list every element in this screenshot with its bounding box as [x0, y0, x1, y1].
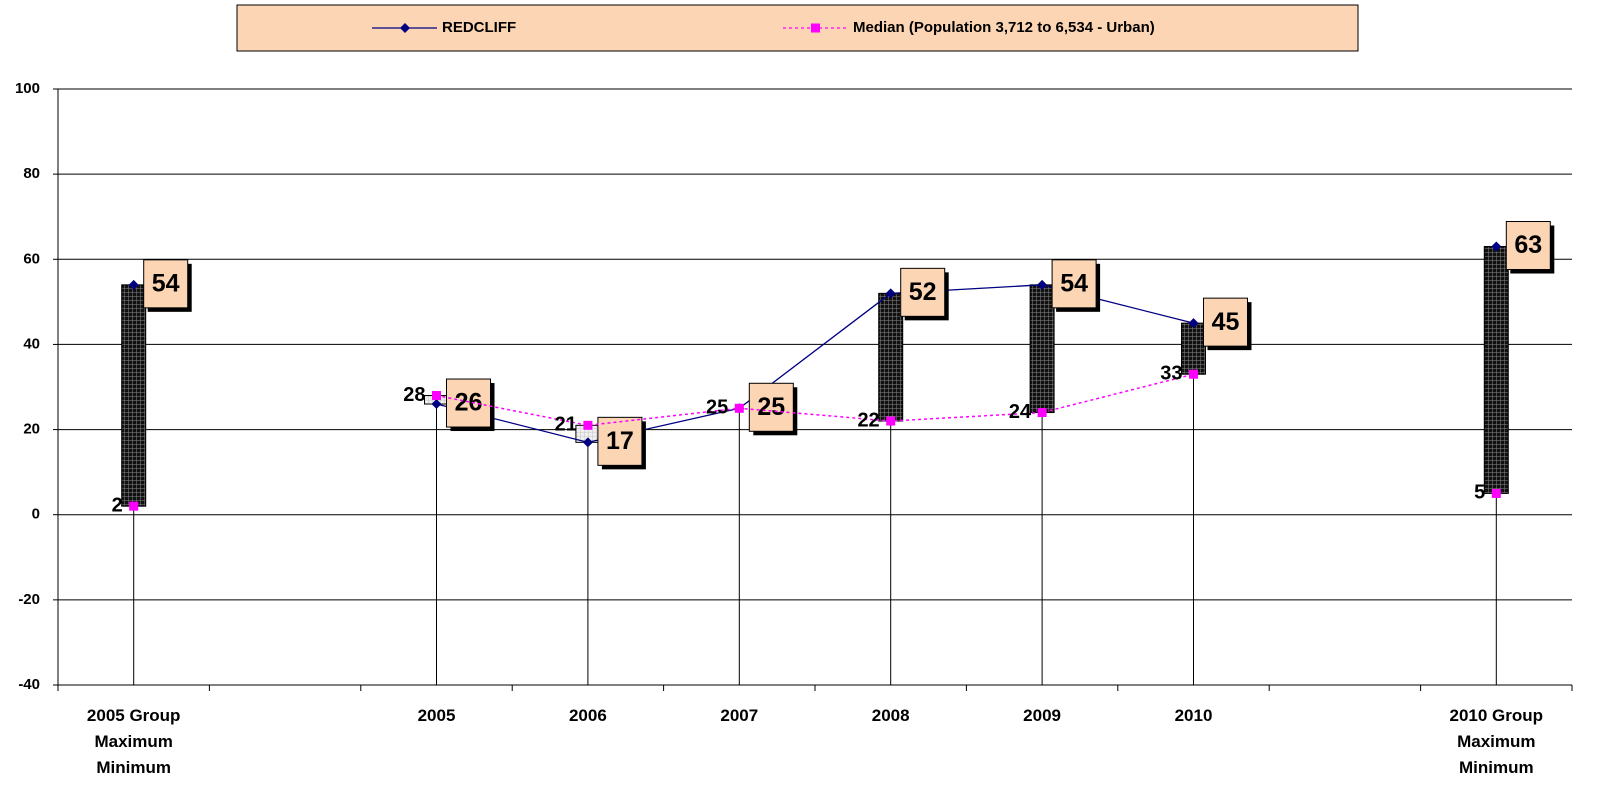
data-label: 54: [152, 269, 180, 297]
y-tick-label: -40: [18, 676, 40, 693]
data-label: 5: [1474, 482, 1485, 504]
marker-square: [432, 391, 441, 401]
legend-marker: [811, 23, 820, 33]
data-label: 33: [1160, 363, 1182, 385]
marker-diamond: [128, 279, 139, 290]
data-label: 24: [1009, 401, 1032, 423]
marker-diamond: [1188, 318, 1199, 329]
marker-square: [129, 501, 139, 511]
x-tick-label: 2008: [871, 706, 910, 725]
marker-square: [1491, 488, 1501, 498]
marker-diamond: [1491, 241, 1502, 252]
y-tick-label: 80: [23, 165, 40, 182]
series-line: [436, 373, 1194, 427]
x-tick-label: 2007: [720, 706, 759, 725]
label-box: [143, 259, 189, 309]
label-box: [1051, 259, 1097, 309]
data-label: 17: [606, 427, 634, 455]
x-tick-label: 2009: [1023, 706, 1061, 725]
data-label: 2: [112, 494, 123, 516]
label-box: [446, 378, 491, 428]
marker-square: [886, 416, 896, 426]
data-label: 28: [403, 384, 425, 406]
data-label: 25: [706, 397, 728, 419]
data-label: 21: [555, 414, 577, 436]
data-label: 22: [857, 409, 879, 431]
y-tick-label: -20: [18, 591, 40, 608]
y-tick-label: 40: [23, 335, 40, 352]
data-label: 45: [1212, 308, 1240, 336]
legend-marker: [400, 23, 410, 33]
x-tick-label: 2010: [1174, 706, 1213, 725]
label-box: [748, 382, 794, 432]
marker-diamond: [885, 288, 896, 299]
x-tick-label: 2010 Group Maximum Minimum: [1449, 706, 1544, 777]
up-bar: [1029, 284, 1055, 414]
label-box: [597, 416, 643, 466]
marker-square: [734, 403, 744, 413]
data-label: 26: [455, 389, 483, 417]
up-bar: [1181, 322, 1206, 375]
marker-square: [583, 420, 593, 430]
marker-diamond: [1037, 279, 1048, 290]
legend-label: REDCLIFF: [442, 19, 516, 36]
label-box: [1505, 221, 1551, 271]
marker-diamond: [582, 437, 593, 448]
x-tick-label: 2006: [568, 706, 607, 725]
up-bar: [1483, 246, 1509, 494]
y-tick-label: 20: [23, 421, 40, 438]
x-tick-label: 2005 Group Maximum Minimum: [86, 706, 181, 777]
data-label: 25: [757, 393, 785, 421]
legend-label: Median (Population 3,712 to 6,534 - Urba…: [853, 19, 1155, 36]
label-box: [1203, 297, 1248, 347]
data-label: 63: [1514, 231, 1542, 259]
x-tick-label: 2005: [417, 706, 456, 725]
up-bar: [121, 284, 147, 507]
data-label: 52: [909, 278, 937, 306]
label-box: [900, 267, 946, 317]
up-bar: [878, 292, 904, 422]
y-tick-label: 0: [32, 506, 40, 523]
marker-diamond: [431, 399, 442, 410]
data-label: 54: [1060, 269, 1088, 297]
marker-square: [1189, 369, 1198, 379]
y-tick-label: 60: [23, 250, 40, 267]
y-tick-label: 100: [15, 80, 40, 97]
marker-square: [1037, 408, 1047, 418]
